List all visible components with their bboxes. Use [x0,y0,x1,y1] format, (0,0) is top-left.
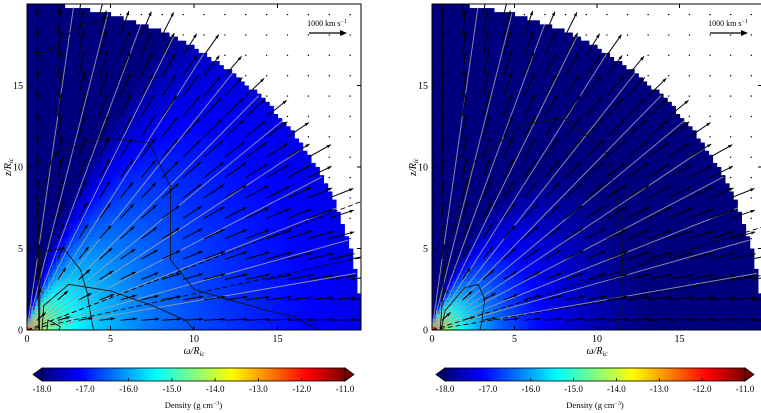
left-scale-arrow-label: 1000 km s−1 [307,19,347,28]
colorbar-tick-label: -17.0 [76,384,95,394]
x-tick-label: 15 [675,334,685,345]
velocity-vectors [441,4,761,322]
x-tick-label: 10 [592,334,602,345]
axis-ticks [26,4,361,331]
colorbar-gradient [445,368,745,381]
colorbar-tick-label: -16.0 [119,384,138,394]
left-colorbar-label: Density (g cm−3) [165,400,223,410]
colorbar-tick-label: -12.0 [292,384,311,394]
streamlines [432,7,758,330]
colorbar-tick-label: -11.0 [736,384,755,394]
right-panel: 0 5 10 15 0 5 10 15 ω/Ric z/Ric 1000 km s−1 [408,3,761,358]
colorbar-tick-label: -17.0 [478,384,497,394]
x-tick-label: 0 [430,334,435,345]
colorbar-tick-label: -15.0 [162,384,181,394]
colorbar-tick-label: -14.0 [607,384,626,394]
right-plot-area: 0 5 10 15 0 5 10 15 [418,3,761,345]
right-colorbar: Density (g cm−3) -18.0 -17.0 -16.0 -15.0 -14… [435,367,755,410]
colorbar-tick-label: -13.0 [650,384,669,394]
density-contours [439,117,627,330]
right-x-axis-label: ω/Ric [586,346,608,358]
colorbar-min-extend [435,367,446,382]
colorbar-max-extend [344,367,355,382]
dashed-boundaries [27,201,361,330]
colorbar-tick-label: -12.0 [693,384,712,394]
y-tick-label: 0 [423,326,428,337]
colorbar-max-extend [744,367,755,382]
colorbar-tick-label: -16.0 [521,384,540,394]
colorbar-tick-label: -18.0 [33,384,52,394]
colorbar-min-extend [32,367,43,382]
right-y-axis-label: z/Ric [408,157,420,177]
y-tick-label: 15 [13,81,23,92]
x-tick-label: 5 [108,334,113,345]
colorbar-gradient [42,368,345,381]
left-colorbar: Density (g cm−3) -18.0 -17.0 -16.0 -15.0 -14… [32,367,355,410]
y-tick-label: 10 [13,163,23,174]
left-x-axis-label: ω/Ric [183,346,205,358]
axis-ticks [431,4,761,331]
colorbar-tick-label: -15.0 [564,384,583,394]
y-tick-label: 0 [18,326,23,337]
x-tick-label: 10 [189,334,199,345]
y-tick-label: 5 [18,244,23,255]
right-scale-arrow-label: 1000 km s−1 [708,19,748,28]
left-y-axis-label: z/Ric [3,157,15,177]
velocity-vectors [36,4,361,322]
scale-arrow [309,30,347,36]
right-colorbar-label: Density (g cm−3) [566,400,624,410]
left-plot-area: 0 5 10 15 0 5 10 15 [13,3,362,345]
colorbar-tick-label: -14.0 [206,384,225,394]
y-tick-label: 10 [418,163,428,174]
x-tick-label: 5 [512,334,517,345]
y-tick-label: 5 [423,244,428,255]
x-tick-label: 0 [25,334,30,345]
colorbar-tick-label: -13.0 [249,384,268,394]
left-panel: 0 5 10 15 0 5 10 15 ω/Ric z/Ric 1000 km s−1 [3,3,362,358]
x-tick-label: 15 [273,334,283,345]
colorbar-tick-label: -18.0 [436,384,455,394]
colorbar-tick-label: -11.0 [336,384,355,394]
y-tick-label: 15 [418,81,428,92]
scale-arrow [710,30,748,36]
dashed-boundaries [432,227,761,330]
